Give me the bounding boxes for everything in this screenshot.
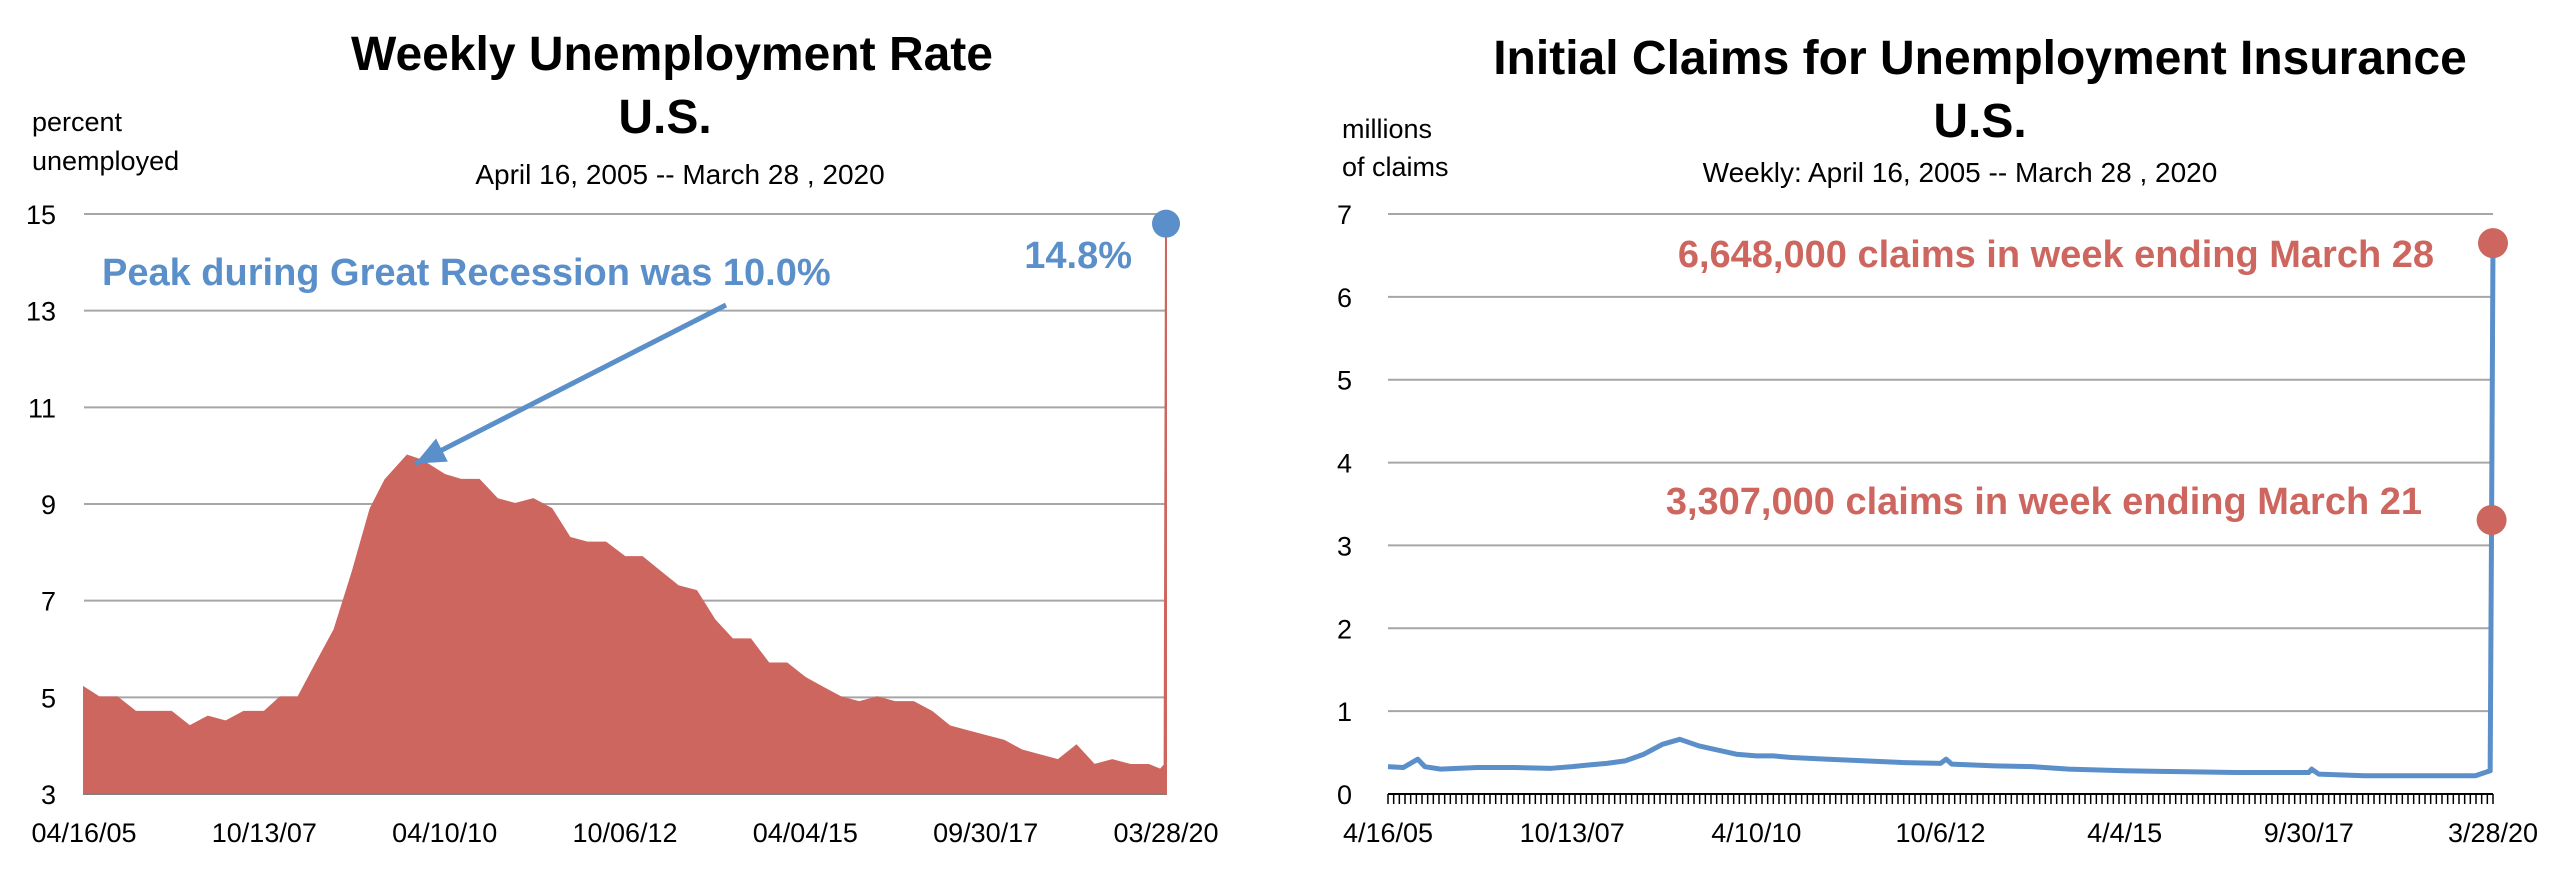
initial-claims-line (1387, 243, 2496, 779)
chart-title: Weekly Unemployment Rate (351, 28, 993, 81)
x-tick-labels: 4/16/05 10/13/07 4/10/10 10/6/12 4/4/15 9/30/… (1343, 818, 2538, 848)
y-axis-label-line2: unemployed (32, 146, 179, 176)
x-tick-label: 10/13/07 (212, 818, 317, 848)
x-tick-label: 9/30/17 (2264, 818, 2354, 848)
x-tick-label: 04/10/10 (392, 818, 497, 848)
chart-title-line2: U.S. (618, 91, 711, 144)
annotation-label: 3,307,000 claims in week ending March 21 (1666, 481, 2422, 523)
y-tick-label: 9 (41, 490, 56, 520)
x-tick-label: 10/13/07 (1520, 818, 1625, 848)
y-tick-label: 0 (1337, 780, 1352, 810)
y-tick-label: 3 (41, 780, 56, 810)
y-tick-label: 4 (1337, 449, 1352, 479)
unemployment-rate-area (83, 223, 1167, 795)
y-tick-label: 15 (26, 200, 56, 230)
y-tick-label: 11 (28, 393, 56, 423)
y-tick-labels: 0 1 2 3 4 5 6 7 (1337, 200, 1352, 810)
y-tick-label: 7 (41, 587, 56, 617)
y-axis-label-line2: of claims (1342, 152, 1449, 182)
y-tick-label: 6 (1337, 283, 1352, 313)
annotation-arrow (414, 302, 728, 466)
unemployment-rate-svg: Weekly Unemployment Rate U.S. April 16, … (26, 28, 1219, 848)
claims-marker (2478, 228, 2508, 259)
annotation-label: 6,648,000 claims in week ending March 28 (1678, 234, 2434, 276)
chart-subtitle: April 16, 2005 -- March 28 , 2020 (475, 159, 884, 190)
y-tick-label: 2 (1337, 614, 1352, 644)
initial-claims-chart: Initial Claims for Unemployment Insuranc… (1280, 0, 2560, 876)
x-tick-label: 04/04/15 (753, 818, 858, 848)
y-tick-labels: 3 5 7 9 11 13 15 (26, 200, 56, 810)
y-axis-label-line1: millions (1342, 114, 1432, 144)
y-tick-label: 5 (1337, 366, 1352, 396)
x-tick-label: 03/28/20 (1113, 818, 1218, 848)
y-tick-label: 3 (1337, 531, 1352, 561)
annotations: 6,648,000 claims in week ending March 28… (1666, 234, 2434, 523)
annotation-label: 14.8% (1024, 235, 1132, 277)
x-axis (1387, 793, 2494, 804)
x-tick-label: 09/30/17 (933, 818, 1038, 848)
unemployment-rate-chart: Weekly Unemployment Rate U.S. April 16, … (26, 28, 1219, 848)
x-tick-labels: 04/16/05 10/13/07 04/10/10 10/06/12 04/04/15… (31, 818, 1218, 848)
chart-subtitle: Weekly: April 16, 2005 -- March 28 , 202… (1703, 157, 2218, 188)
y-tick-label: 7 (1337, 200, 1352, 230)
y-tick-label: 13 (26, 297, 56, 327)
x-tick-label: 04/16/05 (31, 818, 136, 848)
y-tick-label: 1 (1337, 697, 1352, 727)
area-series (83, 209, 1180, 795)
x-tick-label: 3/28/20 (2448, 818, 2538, 848)
x-tick-label: 4/10/10 (1711, 818, 1801, 848)
y-tick-label: 5 (41, 683, 56, 713)
initial-claims-svg: Initial Claims for Unemployment Insuranc… (1337, 32, 2538, 848)
x-tick-label: 4/4/15 (2087, 818, 2162, 848)
x-tick-label: 10/06/12 (572, 818, 677, 848)
claims-marker (2476, 504, 2507, 535)
chart-title: Initial Claims for Unemployment Insuranc… (1493, 32, 2467, 85)
annotation-label: Peak during Great Recession was 10.0% (102, 252, 831, 294)
x-tick-label: 10/6/12 (1895, 818, 1985, 848)
annotation-arrowhead (415, 438, 448, 464)
latest-value-marker (1152, 209, 1180, 238)
y-axis-label-line1: percent (32, 107, 123, 137)
chart-title-line2: U.S. (1933, 95, 2026, 148)
grid-lines (84, 213, 1166, 699)
annotations: Peak during Great Recession was 10.0% 14.… (102, 235, 1132, 466)
grid-lines (1388, 213, 2493, 713)
x-tick-label: 4/16/05 (1343, 818, 1433, 848)
line-series (1387, 228, 2508, 779)
